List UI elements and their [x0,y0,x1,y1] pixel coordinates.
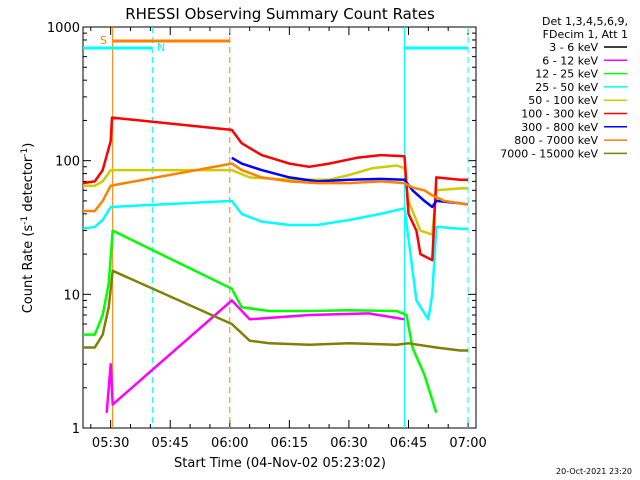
footer-date: 20-Oct-2021 23:20 [556,467,632,476]
x-tick-label: 06:45 [390,436,427,451]
series-line [105,299,405,413]
plot-area: 1 10 100 1000 05:30 05:45 06:00 06:15 06:30 06:45… [47,21,487,451]
series-line [83,269,469,352]
series-line [82,199,469,321]
x-tick-label: 05:45 [151,436,188,451]
x-tick-label: 06:15 [271,436,308,451]
y-tick-label: 10 [63,288,80,303]
y-tick-label: 1000 [47,21,80,36]
legend-header-line-2: FDecim 1, Att 1 [543,28,628,41]
series-line [82,116,469,262]
legend-label: 800 - 7000 keV [514,134,598,147]
attenuator-bar-label: S [100,34,107,47]
legend-label: 6 - 12 keV [542,54,598,67]
legend-label: 300 - 800 keV [521,121,598,134]
plot-frame [82,26,477,429]
x-axis-label: Start Time (04-Nov-02 05:23:02) [174,456,386,471]
chart-title: RHESSI Observing Summary Count Rates [125,5,435,23]
y-axis-label-sup2: -1 [20,148,30,157]
x-tick-label: 07:00 [449,436,486,451]
series-line [83,162,469,213]
y-axis-label: Count Rate (s-1 detector-1) [20,143,36,314]
legend-label: 3 - 6 keV [549,41,598,54]
legend-label: 25 - 50 keV [535,81,598,94]
series-line [83,229,438,414]
legend-label: 7000 - 15000 keV [500,147,598,160]
y-axis-label-end: ) [21,143,36,148]
legend-label: 12 - 25 keV [535,68,598,81]
y-tick-label: 1 [72,422,80,437]
y-tick-label: 100 [55,155,80,170]
legend: Det 1,3,4,5,6,9, FDecim 1, Att 1 3 - 6 k… [500,15,628,160]
series-line [231,156,469,209]
x-tick-label: 06:00 [211,436,248,451]
y-axis-label-main: Count Rate (s [21,225,36,314]
y-axis-label-sup1: -1 [20,216,30,225]
y-axis-label-mid: detector [21,156,36,216]
legend-label: 50 - 100 keV [528,94,598,107]
x-tick-label: 05:30 [92,436,129,451]
night-bar-label: N [157,41,165,54]
legend-header-line-1: Det 1,3,4,5,6,9, [542,15,628,28]
legend-label: 100 - 300 keV [521,108,598,121]
x-tick-label: 06:30 [330,436,367,451]
